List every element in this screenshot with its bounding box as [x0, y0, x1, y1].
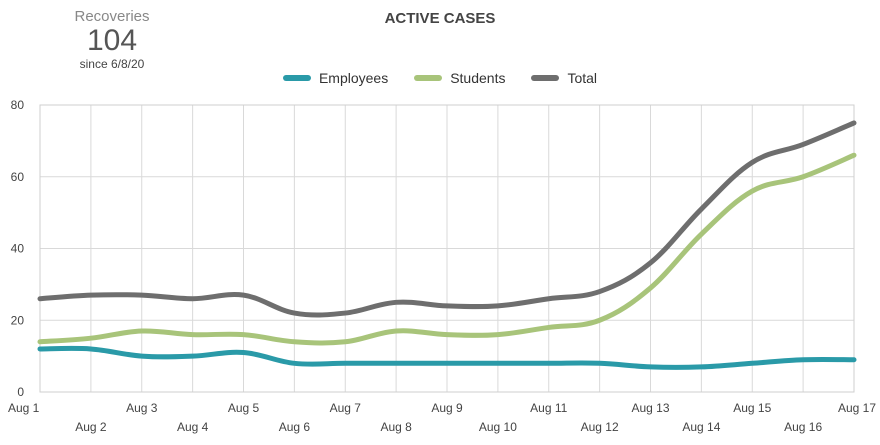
x-tick-label: Aug 8 — [380, 420, 412, 434]
kpi-subtitle: since 6/8/20 — [79, 57, 145, 71]
x-tick-label: Aug 5 — [228, 401, 260, 415]
x-tick-label: Aug 17 — [838, 401, 876, 415]
x-tick-label: Aug 11 — [530, 401, 567, 415]
recoveries-kpi: Recoveries 104 since 6/8/20 — [52, 8, 172, 71]
y-tick-label: 20 — [11, 313, 25, 327]
x-tick-label: Aug 10 — [479, 420, 517, 434]
series-line-students — [37, 152, 857, 346]
legend-item-employees[interactable]: Employees — [282, 70, 389, 86]
kpi-value: 104 — [86, 24, 138, 57]
legend: Employees Students Total — [0, 70, 880, 86]
kpi-label: Recoveries — [74, 8, 150, 25]
legend-label-employees: Employees — [318, 70, 389, 86]
x-tick-label: Aug 14 — [682, 420, 720, 434]
x-tick-label: Aug 1 — [8, 401, 40, 415]
y-tick-label: 60 — [11, 170, 25, 184]
legend-swatch-total — [531, 75, 560, 81]
legend-item-total[interactable]: Total — [531, 70, 597, 86]
y-tick-label: 40 — [11, 242, 25, 256]
legend-item-students[interactable]: Students — [414, 70, 505, 86]
series-line-employees — [37, 345, 857, 370]
legend-swatch-employees — [282, 75, 311, 81]
x-tick-label: Aug 12 — [581, 420, 619, 434]
legend-label-total: Total — [567, 70, 598, 86]
x-tick-label: Aug 15 — [733, 401, 771, 415]
plot-area-border — [39, 104, 855, 393]
x-tick-label: Aug 16 — [784, 420, 822, 434]
legend-swatch-students — [414, 75, 443, 81]
x-tick-label: Aug 4 — [177, 420, 209, 434]
series-line-total — [37, 120, 857, 318]
x-tick-label: Aug 7 — [330, 401, 362, 415]
x-tick-label: Aug 6 — [279, 420, 311, 434]
chart-title: ACTIVE CASES — [384, 10, 496, 27]
y-tick-label: 80 — [11, 98, 25, 112]
y-tick-label: 0 — [17, 385, 24, 399]
legend-label-students: Students — [450, 70, 506, 86]
x-tick-label: Aug 9 — [431, 401, 463, 415]
x-tick-label: Aug 3 — [126, 401, 158, 415]
x-tick-label: Aug 2 — [75, 420, 107, 434]
x-tick-label: Aug 13 — [631, 401, 669, 415]
